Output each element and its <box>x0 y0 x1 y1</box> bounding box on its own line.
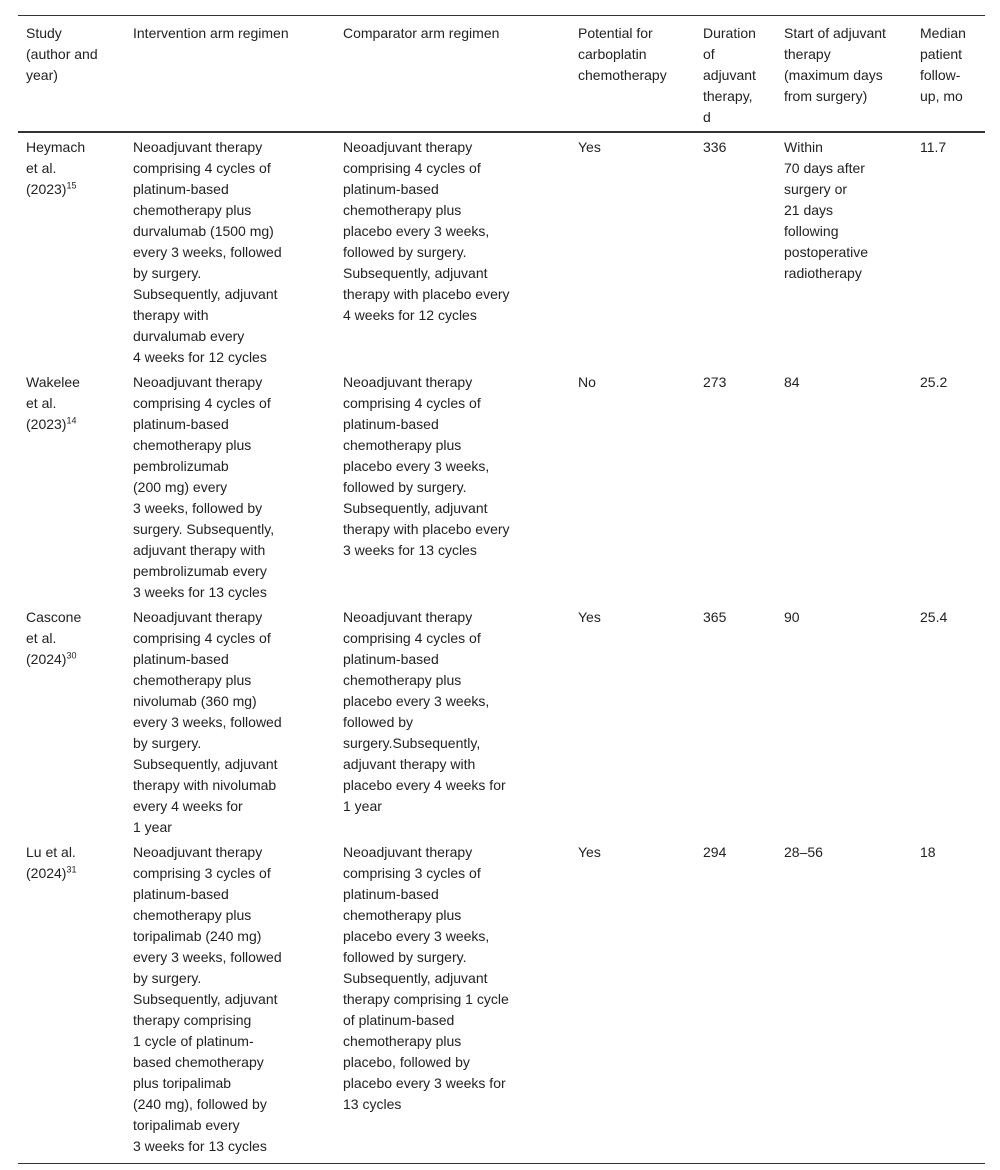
header-intervention: Intervention arm regimen <box>133 25 289 41</box>
duration-text: 294 <box>703 844 727 860</box>
table-row: Cascone et al. (2024)30 Neoadjuvant thera… <box>18 603 985 838</box>
cell-followup: 25.4 <box>912 603 985 838</box>
cell-duration: 294 <box>695 838 776 1164</box>
intervention-text: Neoadjuvant therapy comprising 4 cycles … <box>133 609 282 835</box>
reference-number[interactable]: 31 <box>66 864 77 875</box>
reference-number[interactable]: 30 <box>66 650 77 661</box>
cell-study: Lu et al. (2024)31 <box>18 838 125 1164</box>
duration-text: 336 <box>703 139 727 155</box>
header-study: Study (author and year) <box>26 25 98 83</box>
comparator-text: Neoadjuvant therapy comprising 4 cycles … <box>343 374 510 558</box>
followup-text: 25.4 <box>920 609 948 625</box>
intervention-text: Neoadjuvant therapy comprising 3 cycles … <box>133 844 282 1154</box>
study-text: Lu et al. (2024) <box>26 844 76 881</box>
cell-duration: 273 <box>695 368 776 603</box>
study-text: Heymach et al. (2023) <box>26 139 86 197</box>
cell-intervention: Neoadjuvant therapy comprising 4 cycles … <box>125 132 335 368</box>
cell-study: Wakelee et al. (2023)14 <box>18 368 125 603</box>
intervention-text: Neoadjuvant therapy comprising 4 cycles … <box>133 374 275 600</box>
study-text: Wakelee et al. (2023) <box>26 374 80 432</box>
cell-followup: 18 <box>912 838 985 1164</box>
comparator-text: Neoadjuvant therapy comprising 3 cycles … <box>343 844 509 1112</box>
cell-carboplatin: Yes <box>570 132 695 368</box>
cell-comparator: Neoadjuvant therapy comprising 4 cycles … <box>335 368 570 603</box>
cell-followup: 11.7 <box>912 132 985 368</box>
cell-start: Within 70 days after surgery or 21 days … <box>776 132 912 368</box>
followup-text: 18 <box>920 844 936 860</box>
header-carboplatin: Potential for carboplatin chemotherapy <box>578 25 667 83</box>
table-row: Lu et al. (2024)31 Neoadjuvant therapy co… <box>18 838 985 1164</box>
start-text: 28–56 <box>784 844 823 860</box>
cell-comparator: Neoadjuvant therapy comprising 3 cycles … <box>335 838 570 1164</box>
followup-text: 11.7 <box>920 139 947 155</box>
carboplatin-text: Yes <box>578 609 601 625</box>
header-followup: Median patient follow- up, mo <box>920 25 966 104</box>
table-row: Heymach et al. (2023)15 Neoadjuvant thera… <box>18 132 985 368</box>
cell-study: Cascone et al. (2024)30 <box>18 603 125 838</box>
cell-comparator: Neoadjuvant therapy comprising 4 cycles … <box>335 603 570 838</box>
duration-text: 273 <box>703 374 727 390</box>
comparator-text: Neoadjuvant therapy comprising 4 cycles … <box>343 609 506 814</box>
cell-carboplatin: Yes <box>570 603 695 838</box>
cell-carboplatin: No <box>570 368 695 603</box>
cell-duration: 365 <box>695 603 776 838</box>
cell-start: 90 <box>776 603 912 838</box>
header-comparator: Comparator arm regimen <box>343 25 500 41</box>
followup-text: 25.2 <box>920 374 948 390</box>
cell-carboplatin: Yes <box>570 838 695 1164</box>
table-row: Wakelee et al. (2023)14 Neoadjuvant thera… <box>18 368 985 603</box>
start-text: 84 <box>784 374 800 390</box>
carboplatin-text: No <box>578 374 596 390</box>
comparator-text: Neoadjuvant therapy comprising 4 cycles … <box>343 139 510 323</box>
reference-number[interactable]: 14 <box>66 415 77 426</box>
cell-start: 28–56 <box>776 838 912 1164</box>
cell-intervention: Neoadjuvant therapy comprising 3 cycles … <box>125 838 335 1164</box>
carboplatin-text: Yes <box>578 139 601 155</box>
study-text: Cascone et al. (2024) <box>26 609 82 667</box>
cell-study: Heymach et al. (2023)15 <box>18 132 125 368</box>
cell-comparator: Neoadjuvant therapy comprising 4 cycles … <box>335 132 570 368</box>
intervention-text: Neoadjuvant therapy comprising 4 cycles … <box>133 139 282 365</box>
header-row: Study (author and year) Intervention arm… <box>18 15 985 132</box>
cell-intervention: Neoadjuvant therapy comprising 4 cycles … <box>125 368 335 603</box>
start-text: 90 <box>784 609 800 625</box>
header-duration: Duration of adjuvant therapy, d <box>703 25 756 125</box>
carboplatin-text: Yes <box>578 844 601 860</box>
start-text: Within 70 days after surgery or 21 days … <box>784 139 869 281</box>
cell-followup: 25.2 <box>912 368 985 603</box>
cell-intervention: Neoadjuvant therapy comprising 4 cycles … <box>125 603 335 838</box>
cell-start: 84 <box>776 368 912 603</box>
duration-text: 365 <box>703 609 727 625</box>
cell-duration: 336 <box>695 132 776 368</box>
reference-number[interactable]: 15 <box>66 180 77 191</box>
studies-table: Study (author and year) Intervention arm… <box>18 15 985 1164</box>
header-start: Start of adjuvant therapy (maximum days … <box>784 25 886 104</box>
